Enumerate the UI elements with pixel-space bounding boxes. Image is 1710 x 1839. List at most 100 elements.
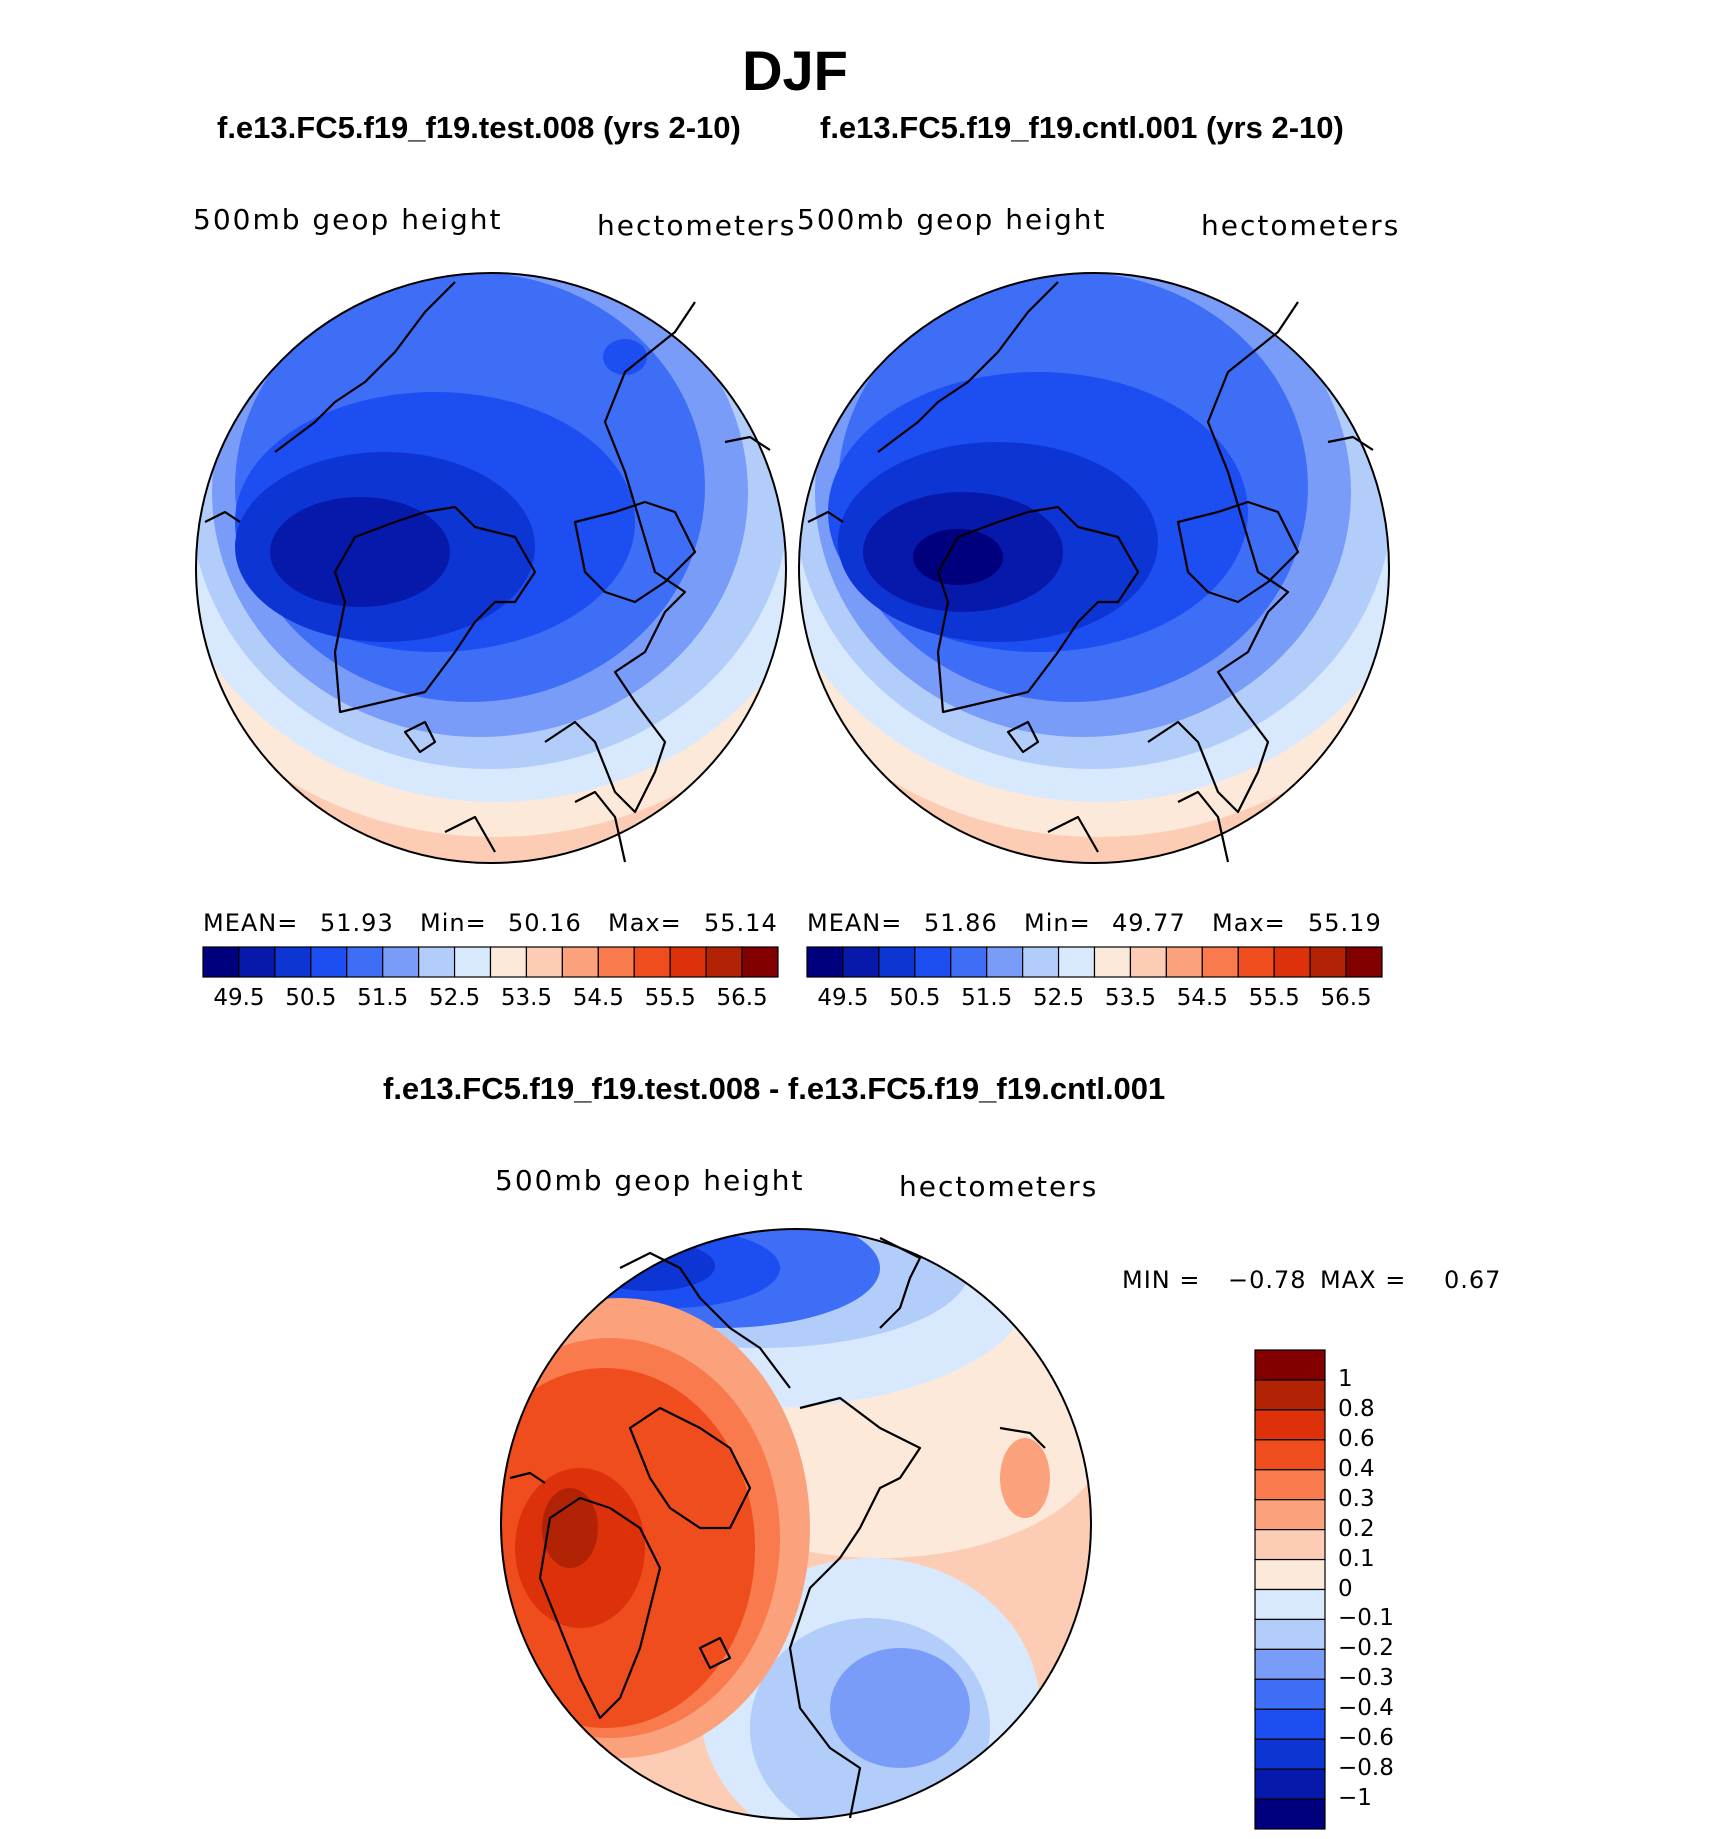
diff-max-label: MAX = — [1320, 1266, 1407, 1294]
panel-1-colorbar-tick-label: 53.5 — [500, 985, 553, 1011]
panel-1-colorbar-box — [561, 946, 599, 978]
panel-2-colorbar-tick-label: 50.5 — [889, 985, 941, 1011]
panel-2-colorbar-box — [1237, 946, 1275, 978]
panel-2-colorbar-box — [842, 946, 880, 978]
figure-title: DJF — [742, 39, 848, 102]
diff-colorbar-box — [1254, 1558, 1326, 1591]
diff-colorbar-tick-label: 0.1 — [1338, 1545, 1375, 1572]
panel-2-colorbar-box — [914, 946, 952, 978]
panel-2-colorbar-box — [806, 946, 844, 978]
diff-colorbar-box — [1254, 1379, 1326, 1411]
diff-colorbar-box — [1254, 1529, 1326, 1561]
panel-1-colorbar-box — [382, 946, 420, 978]
panel-2-colorbar-tick-label: 53.5 — [1104, 985, 1157, 1011]
diff-colorbar-tick-label: −0.1 — [1338, 1605, 1394, 1632]
panel-1-colorbar-box — [418, 946, 456, 978]
panel-2-colorbar-box — [1129, 946, 1167, 978]
panel-1-colorbar-tick-label: 52.5 — [428, 985, 481, 1011]
panel-1-variable-label: 500mb geop height — [193, 203, 503, 236]
diff-colorbar — [1254, 1349, 1326, 1830]
panel-1-colorbar-tick-label: 54.5 — [572, 985, 624, 1011]
panel-2-mean-label: MEAN= — [807, 909, 903, 937]
panel-1-colorbar-box — [274, 946, 312, 978]
panel-2-colorbar-tick-label: 56.5 — [1320, 985, 1372, 1011]
panel-2-min-label: Min= — [1024, 909, 1091, 937]
panel-2-min-value: 49.77 — [1112, 909, 1186, 937]
panel-1-units-label: hectometers — [597, 209, 797, 242]
diff-colorbar-tick-label: −0.8 — [1338, 1755, 1394, 1782]
panel-2-colorbar-box — [878, 946, 916, 978]
diff-colorbar-box — [1254, 1499, 1326, 1531]
panel-1-colorbar-tick-label: 51.5 — [357, 985, 409, 1011]
panel-2-colorbar-box — [1165, 946, 1203, 978]
panel-1-colorbar-box — [705, 946, 743, 978]
panel-1-mean-label: MEAN= — [203, 909, 299, 937]
panel-2-colorbar-tick-label: 55.5 — [1248, 985, 1300, 1011]
panel-2-colorbar-box — [1201, 946, 1239, 978]
panel-2-colorbar-tick-label: 54.5 — [1176, 985, 1228, 1011]
panel-2-case-title: f.e13.FC5.f19_f19.cntl.001 (yrs 2-10) — [820, 110, 1344, 145]
diff-colorbar-box — [1254, 1648, 1326, 1680]
diff-colorbar-tick-label: 0.6 — [1338, 1425, 1375, 1452]
panel-1-case-title: f.e13.FC5.f19_f19.test.008 (yrs 2-10) — [217, 110, 741, 145]
panel-1-colorbar-box — [346, 946, 384, 978]
diff-colorbar-box — [1254, 1798, 1326, 1830]
diff-colorbar-box — [1254, 1588, 1326, 1621]
panel-1-colorbar — [202, 946, 779, 978]
panel-1-colorbar-box — [741, 946, 779, 978]
panel-1-colorbar-box — [525, 946, 563, 978]
diff-max-value: 0.67 — [1444, 1266, 1502, 1294]
diff-variable-label: 500mb geop height — [495, 1164, 805, 1197]
panel-1-map — [195, 272, 787, 864]
panel-2-colorbar-box — [1273, 946, 1311, 978]
diff-colorbar-box — [1254, 1469, 1326, 1501]
diff-colorbar-tick-label: −0.4 — [1338, 1695, 1394, 1722]
panel-2-colorbar-tick-label: 49.5 — [817, 985, 869, 1011]
panel-1-colorbar-box — [202, 946, 240, 978]
diff-colorbar-tick-label: −1 — [1338, 1785, 1372, 1812]
diff-colorbar-tick-label: −0.6 — [1338, 1725, 1394, 1752]
panel-2-mean-value: 51.86 — [924, 909, 998, 937]
panel-2-colorbar-box — [950, 946, 988, 978]
diff-colorbar-box — [1254, 1439, 1326, 1471]
diff-colorbar-box — [1254, 1618, 1326, 1650]
panel-2-variable-label: 500mb geop height — [797, 203, 1107, 236]
diff-colorbar-tick-label: 0 — [1338, 1575, 1353, 1602]
panel-1-max-label: Max= — [608, 909, 682, 937]
panel-2-max-label: Max= — [1212, 909, 1286, 937]
panel-2-colorbar-tick-label: 51.5 — [961, 985, 1013, 1011]
panel-1-colorbar-tick-label: 50.5 — [285, 985, 337, 1011]
diff-colorbar-tick-label: 0.3 — [1338, 1485, 1375, 1512]
panel-2-colorbar — [806, 946, 1383, 978]
panel-1-mean-value: 51.93 — [320, 909, 394, 937]
diff-colorbar-box — [1254, 1768, 1326, 1800]
diff-colorbar-tick-label: 1 — [1338, 1365, 1353, 1392]
panel-2-colorbar-box — [1057, 946, 1096, 978]
panel-1-min-label: Min= — [420, 909, 487, 937]
panel-1-colorbar-box — [453, 946, 492, 978]
panel-1-colorbar-tick-label: 49.5 — [213, 985, 265, 1011]
panel-1-colorbar-box — [669, 946, 707, 978]
panel-2-map — [798, 272, 1390, 864]
diff-colorbar-box — [1254, 1738, 1326, 1770]
panel-1-colorbar-box — [238, 946, 276, 978]
panel-1-colorbar-tick-label: 56.5 — [716, 985, 768, 1011]
panel-2-colorbar-box — [1345, 946, 1383, 978]
diff-case-title: f.e13.FC5.f19_f19.test.008 - f.e13.FC5.f… — [383, 1071, 1166, 1106]
diff-colorbar-tick-label: 0.4 — [1338, 1455, 1375, 1482]
diff-colorbar-tick-label: 0.2 — [1338, 1515, 1375, 1542]
panel-1-colorbar-box — [489, 946, 528, 978]
panel-1-colorbar-box — [310, 946, 348, 978]
panel-2-colorbar-box — [986, 946, 1024, 978]
diff-colorbar-tick-label: −0.2 — [1338, 1635, 1394, 1662]
panel-1-max-value: 55.14 — [704, 909, 778, 937]
diff-min-value: −0.78 — [1228, 1266, 1307, 1294]
panel-1-colorbar-tick-label: 55.5 — [644, 985, 696, 1011]
diff-units-label: hectometers — [899, 1170, 1099, 1203]
panel-2-colorbar-box — [1093, 946, 1132, 978]
panel-2-units-label: hectometers — [1201, 209, 1401, 242]
diff-colorbar-box — [1254, 1409, 1326, 1441]
diff-min-label: MIN = — [1122, 1266, 1201, 1294]
diff-map — [500, 1228, 1092, 1820]
panel-2-colorbar-box — [1309, 946, 1347, 978]
